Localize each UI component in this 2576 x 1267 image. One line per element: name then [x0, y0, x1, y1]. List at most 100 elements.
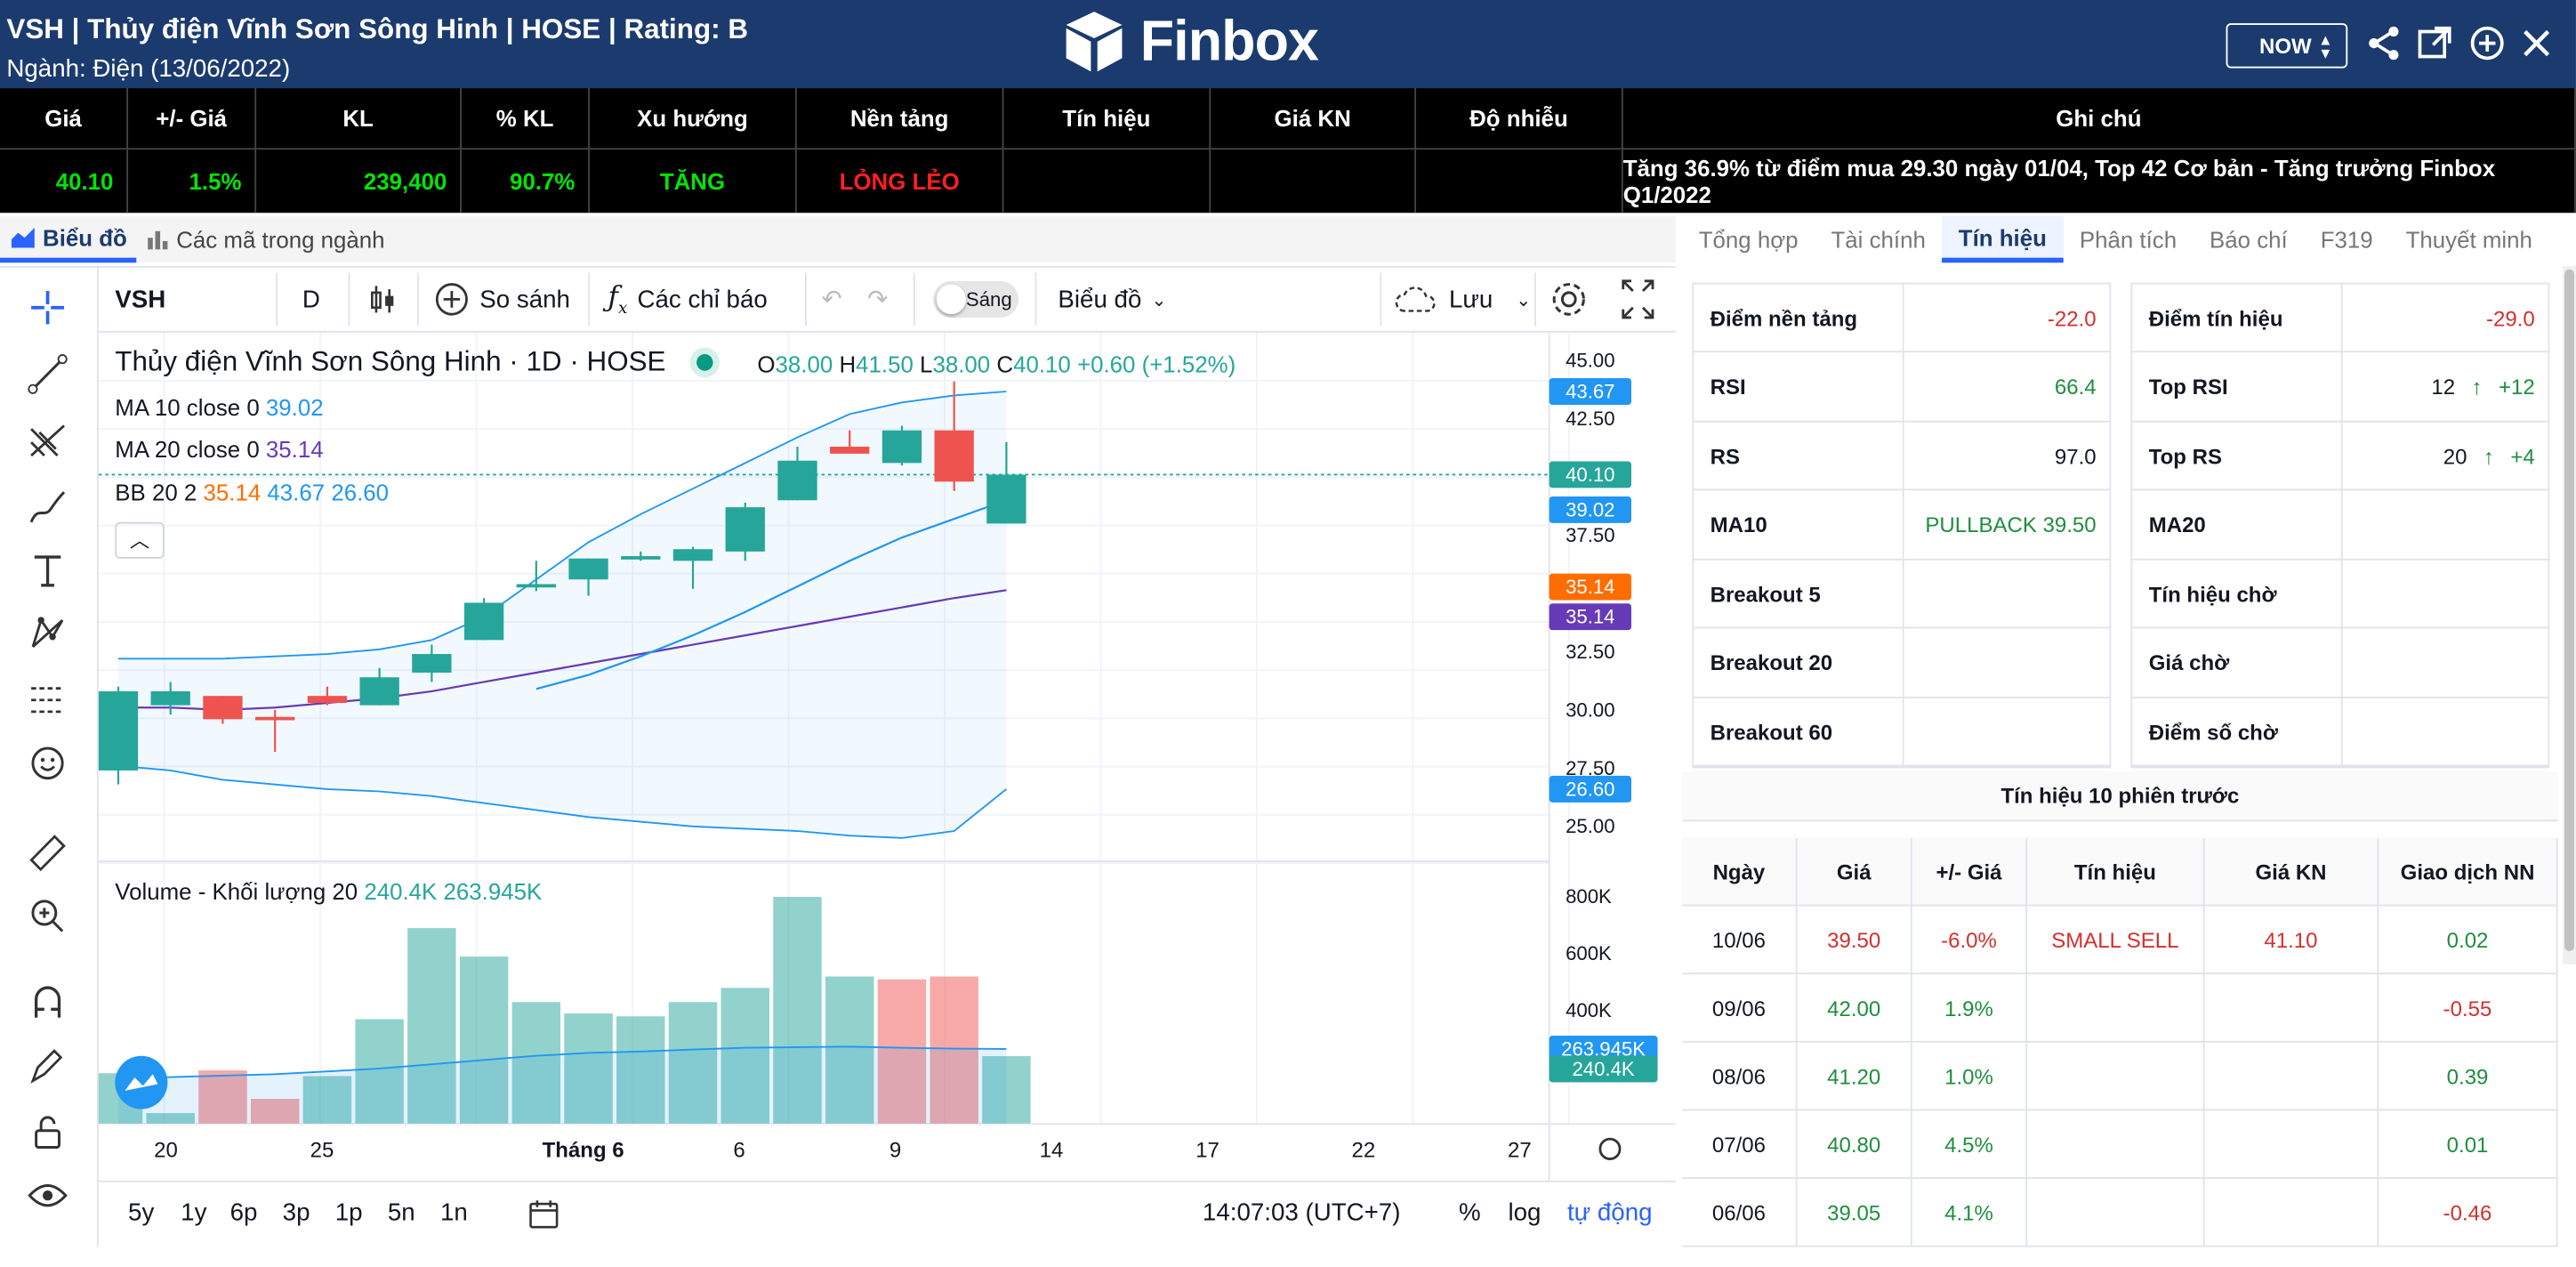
scrollbar[interactable]	[2563, 266, 2576, 964]
signal-key: Top RS	[2132, 421, 2343, 490]
column-header: Ngày	[1682, 837, 1798, 907]
save-button[interactable]: Lưu ⌄	[1393, 266, 1531, 333]
finbox-logo: Finbox	[1065, 9, 1319, 73]
time-tick-label: 27	[1508, 1139, 1532, 1163]
symbol-search[interactable]: VSH	[115, 266, 279, 333]
table-cell: 07/06	[1682, 1110, 1798, 1179]
legend-volume[interactable]: Volume - Khối lượng 20 240.4K 263.945K	[115, 878, 542, 905]
tab-chart[interactable]: Biểu đồ	[0, 216, 137, 263]
prediction-icon[interactable]	[27, 678, 69, 722]
range-5d[interactable]: 5n	[387, 1198, 415, 1228]
price-tick-label: 42.50	[1566, 408, 1614, 430]
external-link-icon[interactable]	[2415, 23, 2454, 63]
table-cell: 4.5%	[1912, 1110, 2028, 1179]
signal-value	[2343, 490, 2548, 559]
hdr-resist: Giá KN	[1211, 88, 1417, 150]
log-toggle[interactable]: log	[1508, 1198, 1542, 1228]
logo-text: Finbox	[1139, 9, 1319, 73]
signal-value	[2343, 560, 2548, 628]
tab-signal[interactable]: Tín hiệu	[1942, 215, 2064, 263]
time-tick-label: 20	[154, 1139, 178, 1163]
clock-label[interactable]: 14:07:03 (UTC+7)	[1202, 1198, 1401, 1228]
close-label: C	[996, 351, 1014, 378]
table-cell: 1.9%	[1912, 974, 2028, 1043]
lock-icon[interactable]	[27, 1110, 69, 1154]
signal-key: Điểm tín hiệu	[2132, 283, 2343, 352]
trend-line-icon[interactable]	[27, 352, 69, 396]
table-row: 09/06 42.00 1.9% -0.55	[1682, 974, 2558, 1043]
eye-icon[interactable]	[27, 1174, 69, 1217]
table-cell: 0.01	[2379, 1110, 2558, 1179]
close-value: 40.10	[1013, 351, 1071, 378]
interval-button[interactable]: D	[302, 266, 320, 333]
price-tag-label: 35.14	[1566, 576, 1614, 598]
close-icon[interactable]	[2516, 23, 2556, 63]
compare-button[interactable]: So sánh	[434, 266, 570, 333]
auto-toggle[interactable]: tự động	[1566, 1198, 1653, 1228]
range-5y[interactable]: 5y	[128, 1198, 155, 1228]
fullscreen-icon[interactable]	[1616, 266, 1659, 333]
table-cell: 06/06	[1682, 1178, 1798, 1247]
tab-industry[interactable]: Các mã trong ngành	[137, 216, 395, 262]
legend-ma20[interactable]: MA 20 close 0 35.14	[115, 436, 323, 463]
indicators-button[interactable]: ƒx Các chỉ báo	[608, 266, 767, 333]
crosshair-icon[interactable]	[27, 286, 69, 329]
pattern-icon[interactable]	[27, 612, 69, 656]
redo-button[interactable]: ↷	[867, 266, 888, 333]
percent-toggle[interactable]: %	[1459, 1198, 1481, 1228]
tab-press[interactable]: Báo chí	[2210, 226, 2288, 254]
column-header: Tín hiệu	[2027, 837, 2205, 907]
signal-key: Top RSI	[2132, 352, 2343, 421]
legend-ma10[interactable]: MA 10 close 0 39.02	[115, 394, 323, 421]
volume-bar	[250, 1098, 301, 1125]
candle-body	[412, 654, 452, 673]
signal-key: Tín hiệu chờ	[2132, 559, 2343, 628]
now-button[interactable]: NOW ▲ ▼	[2226, 23, 2348, 69]
volume-bar	[197, 1069, 248, 1125]
range-1y[interactable]: 1y	[181, 1198, 207, 1228]
signal-row: Top RS 20 ↑ +4	[2132, 421, 2548, 491]
settings-gear-icon[interactable]	[1548, 266, 1590, 333]
theme-label: Sáng	[965, 287, 1012, 311]
volume-tag	[1549, 1055, 1658, 1083]
tab-notes[interactable]: Thuyết minh	[2405, 226, 2532, 254]
ruler-icon[interactable]	[27, 831, 69, 875]
candle-body	[203, 696, 243, 720]
brush-icon[interactable]	[27, 486, 69, 529]
price-tag-label: 35.14	[1566, 606, 1614, 628]
tab-analysis[interactable]: Phân tích	[2079, 226, 2178, 254]
range-1d[interactable]: 1n	[439, 1198, 468, 1228]
zoom-in-icon[interactable]	[27, 894, 69, 938]
signal-row: Điểm tín hiệu -29.0	[2132, 283, 2548, 353]
bar-chart-icon	[148, 230, 169, 250]
add-circle-icon[interactable]	[2467, 23, 2507, 63]
tab-summary[interactable]: Tổng hợp	[1698, 226, 1799, 254]
goto-date-icon[interactable]	[526, 1196, 562, 1232]
tab-finance[interactable]: Tài chính	[1831, 226, 1926, 254]
text-icon[interactable]	[27, 549, 69, 593]
range-3m[interactable]: 3p	[282, 1198, 310, 1228]
ma10-label: MA 10 close 0	[115, 393, 260, 421]
range-1m[interactable]: 1p	[334, 1198, 363, 1228]
tab-industry-label: Các mã trong ngành	[176, 226, 385, 254]
price-volume-chart[interactable]: 45.0042.5040.0037.5035.0032.5030.0027.50…	[98, 332, 1676, 1181]
magnet-icon[interactable]	[27, 981, 69, 1025]
candles-type-icon[interactable]	[365, 266, 401, 333]
fib-tool-icon[interactable]	[27, 419, 69, 463]
legend-bb[interactable]: BB 20 2 35.14 43.67 26.60	[115, 479, 389, 505]
table-cell: -6.0%	[1912, 906, 2028, 975]
emoji-icon[interactable]	[27, 741, 69, 785]
undo-button[interactable]: ↶	[821, 266, 841, 333]
signal-value: PULLBACK 39.50	[1925, 512, 2097, 537]
chart-type-dropdown[interactable]: Biểu đồ ⌄	[1058, 266, 1166, 333]
table-cell: 09/06	[1682, 974, 1798, 1043]
theme-toggle[interactable]: Sáng	[933, 266, 1019, 333]
volume-bar	[876, 978, 928, 1125]
share-icon[interactable]	[2364, 23, 2403, 63]
collapse-legend-button[interactable]: ︿	[115, 521, 165, 559]
scrollbar-thumb[interactable]	[2564, 269, 2575, 951]
range-6m[interactable]: 6p	[229, 1198, 258, 1228]
tab-f319[interactable]: F319	[2320, 226, 2373, 254]
lock-pencil-icon[interactable]	[27, 1045, 69, 1088]
signal-row: Top RSI 12 ↑ +12	[2132, 352, 2548, 422]
